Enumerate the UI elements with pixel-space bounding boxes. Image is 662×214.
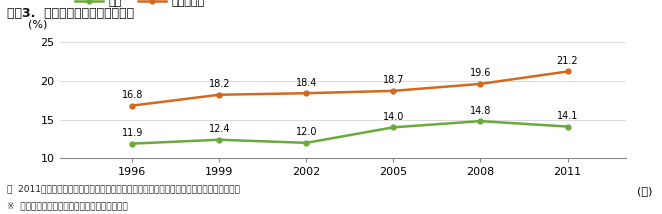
Text: (%): (%) (28, 19, 48, 29)
Text: 12.0: 12.0 (295, 127, 317, 137)
Text: (年): (年) (637, 186, 652, 196)
Text: ＊  2011年は、宮城県の石巻医療圏、気仙沼医療圏及び福島県を除いた数値となっている。: ＊ 2011年は、宮城県の石巻医療圏、気仙沼医療圏及び福島県を除いた数値となって… (7, 184, 240, 193)
Text: 18.2: 18.2 (209, 79, 230, 89)
Text: 11.9: 11.9 (121, 128, 143, 138)
Text: 14.0: 14.0 (383, 112, 404, 122)
Text: 19.6: 19.6 (470, 68, 491, 78)
Legend: 病院, 一般診療所: 病院, 一般診療所 (71, 0, 209, 12)
Text: 16.8: 16.8 (121, 90, 143, 100)
Text: 18.4: 18.4 (296, 78, 317, 88)
Text: 12.4: 12.4 (209, 124, 230, 134)
Text: 14.1: 14.1 (557, 111, 578, 121)
Text: ※  「患者調査」（厚生労働省）より、筆者作成: ※ 「患者調査」（厚生労働省）より、筆者作成 (7, 201, 127, 210)
Text: 14.8: 14.8 (470, 106, 491, 116)
Text: 図表3.  外来患者の初診割合の推移: 図表3. 外来患者の初診割合の推移 (7, 7, 134, 20)
Text: 18.7: 18.7 (383, 75, 404, 85)
Text: 21.2: 21.2 (557, 56, 579, 66)
